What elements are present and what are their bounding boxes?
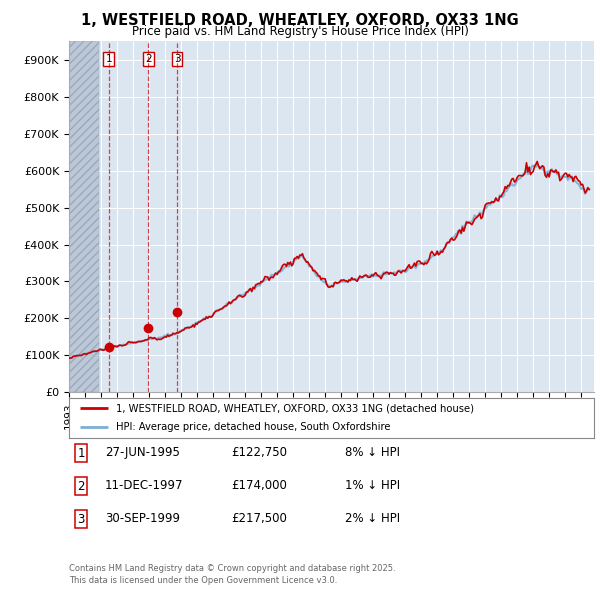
Text: Price paid vs. HM Land Registry's House Price Index (HPI): Price paid vs. HM Land Registry's House … <box>131 25 469 38</box>
Text: £122,750: £122,750 <box>231 446 287 459</box>
Text: 2: 2 <box>145 54 152 64</box>
Text: 30-SEP-1999: 30-SEP-1999 <box>105 512 180 525</box>
Text: 8% ↓ HPI: 8% ↓ HPI <box>345 446 400 459</box>
Bar <box>69 41 100 392</box>
Text: 3: 3 <box>174 54 181 64</box>
Text: Contains HM Land Registry data © Crown copyright and database right 2025.
This d: Contains HM Land Registry data © Crown c… <box>69 565 395 585</box>
Text: 1, WESTFIELD ROAD, WHEATLEY, OXFORD, OX33 1NG: 1, WESTFIELD ROAD, WHEATLEY, OXFORD, OX3… <box>81 13 519 28</box>
Text: 1, WESTFIELD ROAD, WHEATLEY, OXFORD, OX33 1NG (detached house): 1, WESTFIELD ROAD, WHEATLEY, OXFORD, OX3… <box>116 404 474 414</box>
Text: 2% ↓ HPI: 2% ↓ HPI <box>345 512 400 525</box>
Text: 1% ↓ HPI: 1% ↓ HPI <box>345 479 400 492</box>
Text: 3: 3 <box>77 513 85 526</box>
Text: 2: 2 <box>77 480 85 493</box>
Text: £217,500: £217,500 <box>231 512 287 525</box>
Text: 11-DEC-1997: 11-DEC-1997 <box>105 479 184 492</box>
Text: 27-JUN-1995: 27-JUN-1995 <box>105 446 180 459</box>
Text: 1: 1 <box>77 447 85 460</box>
Text: HPI: Average price, detached house, South Oxfordshire: HPI: Average price, detached house, Sout… <box>116 422 391 432</box>
Text: £174,000: £174,000 <box>231 479 287 492</box>
Text: 1: 1 <box>106 54 112 64</box>
